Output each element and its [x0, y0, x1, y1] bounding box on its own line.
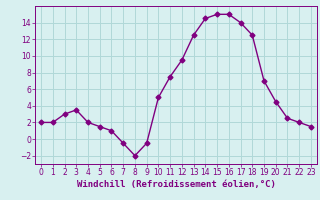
X-axis label: Windchill (Refroidissement éolien,°C): Windchill (Refroidissement éolien,°C): [76, 180, 276, 189]
